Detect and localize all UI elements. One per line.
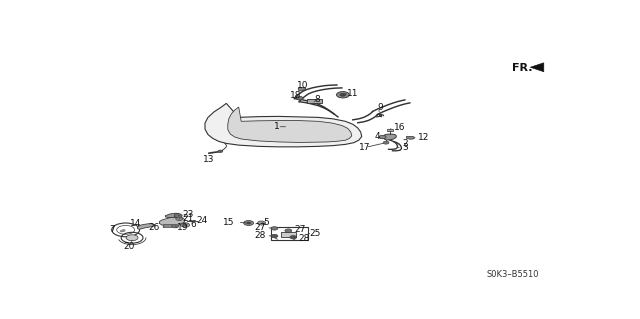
Text: 24: 24 (196, 216, 208, 225)
Text: 21: 21 (182, 214, 194, 223)
Text: 25: 25 (310, 229, 321, 238)
Text: 20: 20 (123, 242, 134, 251)
Circle shape (337, 92, 349, 98)
Circle shape (379, 135, 386, 139)
Text: 1: 1 (275, 122, 280, 131)
FancyBboxPatch shape (307, 99, 322, 103)
Text: 10: 10 (297, 81, 308, 90)
Polygon shape (205, 103, 362, 147)
Circle shape (172, 225, 179, 228)
Circle shape (285, 229, 292, 232)
Polygon shape (138, 224, 156, 229)
Text: 27: 27 (254, 223, 266, 232)
Text: FR.: FR. (511, 63, 532, 73)
Circle shape (296, 96, 303, 100)
Circle shape (126, 235, 138, 241)
Text: 12: 12 (419, 133, 429, 142)
Text: 28: 28 (254, 231, 266, 240)
Text: 23: 23 (182, 210, 194, 219)
Text: 19: 19 (177, 223, 189, 233)
Circle shape (383, 141, 389, 144)
FancyBboxPatch shape (281, 232, 296, 237)
Text: 28: 28 (298, 234, 310, 243)
Text: 14: 14 (129, 219, 141, 228)
Text: 26: 26 (148, 223, 159, 233)
Circle shape (271, 234, 278, 238)
Text: 7: 7 (109, 225, 115, 234)
Circle shape (244, 220, 253, 226)
Polygon shape (298, 87, 306, 91)
Polygon shape (121, 230, 125, 232)
FancyBboxPatch shape (163, 225, 172, 227)
Text: 9: 9 (378, 102, 383, 112)
Text: 15: 15 (223, 218, 235, 226)
Text: 11: 11 (347, 89, 358, 98)
Text: 5: 5 (264, 219, 269, 227)
Text: 6: 6 (190, 220, 196, 229)
Text: 8: 8 (315, 95, 321, 104)
Polygon shape (406, 136, 415, 139)
Polygon shape (383, 134, 396, 140)
Polygon shape (531, 63, 544, 72)
Circle shape (218, 150, 223, 152)
Circle shape (290, 235, 297, 239)
Polygon shape (228, 107, 352, 142)
FancyBboxPatch shape (387, 129, 393, 131)
Text: 4: 4 (374, 132, 380, 141)
Text: 27: 27 (294, 225, 306, 234)
Text: 3: 3 (403, 143, 408, 152)
Circle shape (340, 93, 346, 96)
Circle shape (183, 224, 187, 226)
Text: S0K3–B5510: S0K3–B5510 (486, 270, 540, 278)
Circle shape (271, 227, 278, 230)
Polygon shape (159, 217, 185, 226)
Polygon shape (165, 213, 179, 218)
Text: 16: 16 (394, 123, 405, 132)
Circle shape (174, 214, 182, 218)
Circle shape (246, 222, 251, 224)
Text: 2: 2 (403, 139, 408, 148)
Text: 18: 18 (290, 91, 301, 100)
Circle shape (176, 217, 182, 220)
Text: 17: 17 (359, 143, 371, 152)
Circle shape (257, 221, 266, 225)
Circle shape (180, 223, 189, 227)
Text: 13: 13 (204, 155, 214, 164)
